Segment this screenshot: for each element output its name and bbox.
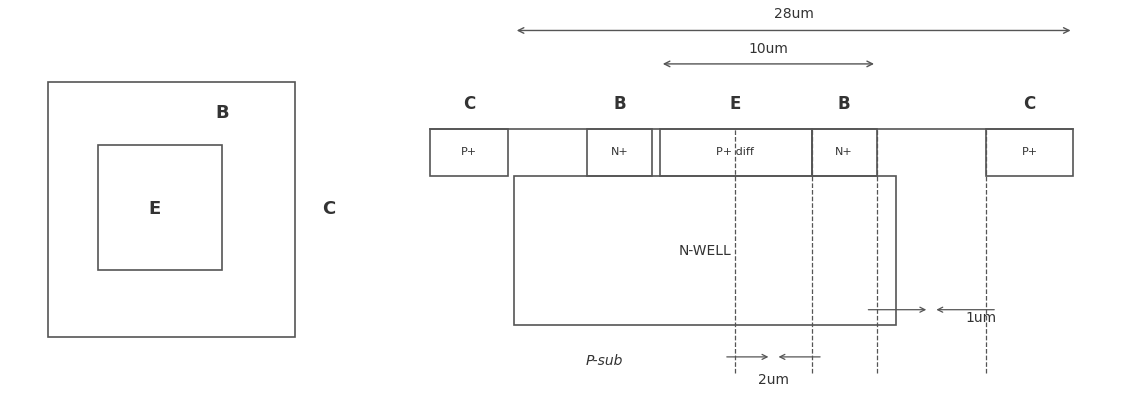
Text: 10um: 10um bbox=[749, 42, 788, 56]
Text: N+: N+ bbox=[611, 147, 629, 157]
Text: P-sub: P-sub bbox=[585, 354, 622, 368]
Text: N+: N+ bbox=[835, 147, 854, 157]
Text: B: B bbox=[215, 104, 229, 122]
Text: C: C bbox=[1024, 95, 1035, 113]
Text: 1um: 1um bbox=[965, 310, 996, 324]
Text: B: B bbox=[613, 95, 625, 113]
Bar bbox=[430, 129, 508, 176]
Text: 28um: 28um bbox=[773, 7, 814, 21]
Text: N-WELL: N-WELL bbox=[679, 244, 732, 258]
Text: C: C bbox=[463, 95, 475, 113]
Text: 2um: 2um bbox=[758, 373, 789, 387]
Bar bbox=[514, 176, 896, 326]
Bar bbox=[660, 129, 812, 176]
Bar bbox=[986, 129, 1074, 176]
Bar bbox=[98, 144, 222, 271]
Bar bbox=[812, 129, 877, 176]
Text: P+: P+ bbox=[1022, 147, 1038, 157]
Bar bbox=[47, 82, 295, 337]
Text: E: E bbox=[729, 95, 741, 113]
Bar bbox=[587, 129, 653, 176]
Text: B: B bbox=[838, 95, 850, 113]
Text: P+: P+ bbox=[461, 147, 478, 157]
Text: C: C bbox=[322, 200, 335, 218]
Text: E: E bbox=[148, 200, 160, 218]
Text: P+ diff: P+ diff bbox=[716, 147, 754, 157]
